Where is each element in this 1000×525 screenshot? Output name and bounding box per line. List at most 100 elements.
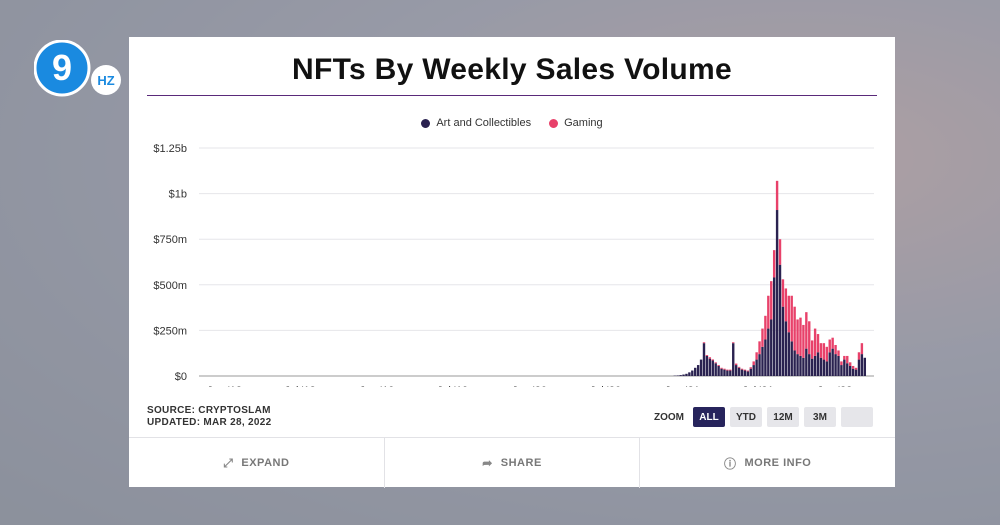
- more-info-button[interactable]: ⓘ MORE INFO: [640, 438, 895, 488]
- bar-gaming[interactable]: [813, 328, 817, 356]
- bar-art[interactable]: [694, 367, 697, 376]
- bar-art[interactable]: [737, 367, 741, 376]
- bar-gaming[interactable]: [860, 343, 864, 355]
- bar-art[interactable]: [775, 210, 779, 376]
- bar-art[interactable]: [764, 339, 767, 376]
- bar-art[interactable]: [860, 354, 864, 376]
- bar-gaming[interactable]: [720, 367, 723, 369]
- bar-gaming[interactable]: [822, 343, 826, 360]
- bar-art[interactable]: [793, 350, 796, 376]
- bar-art[interactable]: [813, 355, 817, 376]
- bar-gaming[interactable]: [848, 362, 852, 366]
- bar-art[interactable]: [772, 277, 776, 376]
- bar-gaming[interactable]: [755, 352, 758, 360]
- bar-gaming[interactable]: [729, 369, 732, 371]
- bar-art[interactable]: [717, 365, 720, 376]
- bar-art[interactable]: [840, 365, 843, 376]
- bar-gaming[interactable]: [793, 306, 796, 351]
- bar-art[interactable]: [691, 370, 694, 376]
- bar-gaming[interactable]: [717, 365, 720, 366]
- bar-gaming[interactable]: [843, 355, 846, 360]
- site-logo[interactable]: 9 HZ: [33, 39, 126, 100]
- bar-gaming[interactable]: [819, 343, 823, 358]
- bar-gaming[interactable]: [767, 295, 770, 329]
- bar-gaming[interactable]: [743, 369, 747, 371]
- bar-art[interactable]: [819, 357, 823, 376]
- bar-art[interactable]: [767, 328, 770, 376]
- bar-art[interactable]: [755, 359, 758, 376]
- bar-art[interactable]: [702, 343, 706, 376]
- bar-gaming[interactable]: [761, 328, 764, 347]
- legend-item-gaming[interactable]: Gaming: [549, 117, 603, 129]
- bar-art[interactable]: [699, 359, 703, 376]
- bar-gaming[interactable]: [825, 346, 828, 362]
- bar-art[interactable]: [846, 363, 849, 376]
- bar-gaming[interactable]: [857, 352, 861, 360]
- bar-art[interactable]: [851, 368, 855, 376]
- bar-gaming[interactable]: [705, 355, 709, 356]
- bar-art[interactable]: [808, 354, 811, 376]
- bar-art[interactable]: [746, 371, 750, 376]
- bar-gaming[interactable]: [840, 361, 843, 366]
- bar-gaming[interactable]: [808, 321, 811, 355]
- bar-art[interactable]: [778, 264, 782, 376]
- bar-art[interactable]: [682, 374, 685, 376]
- bar-art[interactable]: [810, 358, 814, 376]
- bar-gaming[interactable]: [723, 368, 726, 370]
- bar-gaming[interactable]: [770, 281, 773, 320]
- zoom-3m-button[interactable]: 3M: [804, 407, 836, 427]
- bar-art[interactable]: [743, 370, 747, 376]
- bar-gaming[interactable]: [854, 367, 858, 370]
- bar-art[interactable]: [863, 357, 867, 376]
- bar-gaming[interactable]: [740, 368, 744, 370]
- bar-art[interactable]: [740, 369, 744, 376]
- bar-gaming[interactable]: [837, 350, 840, 356]
- bar-art[interactable]: [805, 348, 808, 376]
- bar-art[interactable]: [781, 306, 785, 376]
- bar-art[interactable]: [784, 321, 788, 376]
- bar-art[interactable]: [816, 352, 820, 376]
- zoom-blank-button[interactable]: [841, 407, 873, 427]
- bar-art[interactable]: [854, 369, 858, 376]
- bar-art[interactable]: [843, 359, 846, 376]
- bar-art[interactable]: [834, 354, 837, 376]
- legend-item-art[interactable]: Art and Collectibles: [421, 117, 531, 129]
- bar-gaming[interactable]: [790, 295, 793, 342]
- bar-art[interactable]: [825, 361, 828, 376]
- bar-art[interactable]: [705, 355, 709, 376]
- bar-gaming[interactable]: [810, 340, 814, 359]
- zoom-12m-button[interactable]: 12M: [767, 407, 799, 427]
- bar-gaming[interactable]: [834, 344, 837, 355]
- bar-art[interactable]: [822, 359, 826, 376]
- bar-art[interactable]: [831, 348, 834, 376]
- bar-art[interactable]: [749, 368, 752, 376]
- zoom-all-button[interactable]: ALL: [693, 407, 725, 427]
- bar-gaming[interactable]: [772, 250, 776, 278]
- bar-gaming[interactable]: [702, 342, 706, 344]
- bar-gaming[interactable]: [787, 295, 790, 333]
- bar-art[interactable]: [708, 358, 712, 376]
- bar-art[interactable]: [848, 365, 852, 376]
- bar-art[interactable]: [732, 343, 735, 376]
- bar-gaming[interactable]: [708, 357, 712, 359]
- bar-art[interactable]: [734, 365, 738, 376]
- bar-gaming[interactable]: [781, 279, 785, 307]
- bar-art[interactable]: [752, 365, 755, 376]
- bar-gaming[interactable]: [726, 369, 729, 371]
- bar-gaming[interactable]: [846, 355, 849, 364]
- bar-art[interactable]: [676, 375, 679, 376]
- bar-art[interactable]: [796, 354, 799, 376]
- bar-art[interactable]: [787, 332, 790, 376]
- bar-art[interactable]: [723, 369, 726, 376]
- bar-gaming[interactable]: [732, 342, 735, 344]
- bar-art[interactable]: [688, 372, 691, 376]
- bar-gaming[interactable]: [711, 359, 714, 361]
- bar-art[interactable]: [726, 370, 729, 376]
- bar-art[interactable]: [828, 352, 831, 376]
- bar-gaming[interactable]: [816, 334, 820, 353]
- bar-gaming[interactable]: [734, 363, 738, 366]
- expand-button[interactable]: ⤢ EXPAND: [129, 438, 385, 488]
- zoom-ytd-button[interactable]: YTD: [730, 407, 762, 427]
- bar-gaming[interactable]: [714, 362, 717, 364]
- bar-gaming[interactable]: [737, 366, 741, 368]
